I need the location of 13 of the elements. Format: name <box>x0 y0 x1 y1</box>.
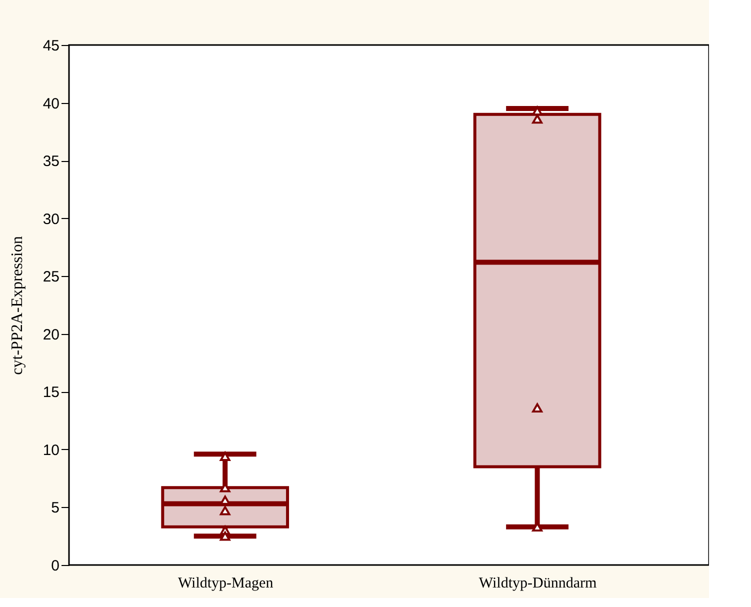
x-tick-label: Wildtyp-Dünndarm <box>478 576 597 592</box>
y-tick-label: 25 <box>42 268 60 286</box>
y-tick-label: 15 <box>42 384 60 402</box>
y-tick-label: 5 <box>51 500 60 517</box>
y-tick-label: 40 <box>42 95 60 112</box>
y-tick-label: 30 <box>42 210 60 228</box>
y-tick-label: 45 <box>42 38 60 54</box>
y-tick-label: 20 <box>42 326 60 344</box>
y-tick-label: 0 <box>51 558 60 574</box>
y-tick-label: 35 <box>42 153 60 170</box>
y-axis-title: cyt-PP2A-Expression <box>8 236 26 375</box>
y-tick-label: 10 <box>42 442 60 459</box>
x-tick-label: Wildtyp-Magen <box>178 576 274 592</box>
